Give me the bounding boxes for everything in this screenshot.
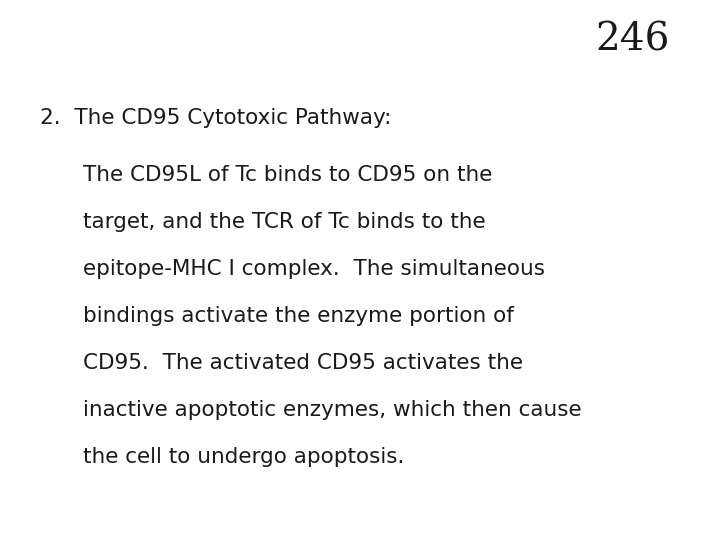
Text: bindings activate the enzyme portion of: bindings activate the enzyme portion of xyxy=(83,306,513,326)
Text: epitope-MHC I complex.  The simultaneous: epitope-MHC I complex. The simultaneous xyxy=(83,259,545,279)
Text: 246: 246 xyxy=(595,22,670,59)
Text: target, and the TCR of Tc binds to the: target, and the TCR of Tc binds to the xyxy=(83,212,485,232)
Text: the cell to undergo apoptosis.: the cell to undergo apoptosis. xyxy=(83,447,404,467)
Text: The CD95L of Tc binds to CD95 on the: The CD95L of Tc binds to CD95 on the xyxy=(83,165,492,185)
Text: inactive apoptotic enzymes, which then cause: inactive apoptotic enzymes, which then c… xyxy=(83,400,582,420)
Text: 2.  The CD95 Cytotoxic Pathway:: 2. The CD95 Cytotoxic Pathway: xyxy=(40,108,391,128)
Text: CD95.  The activated CD95 activates the: CD95. The activated CD95 activates the xyxy=(83,353,523,373)
